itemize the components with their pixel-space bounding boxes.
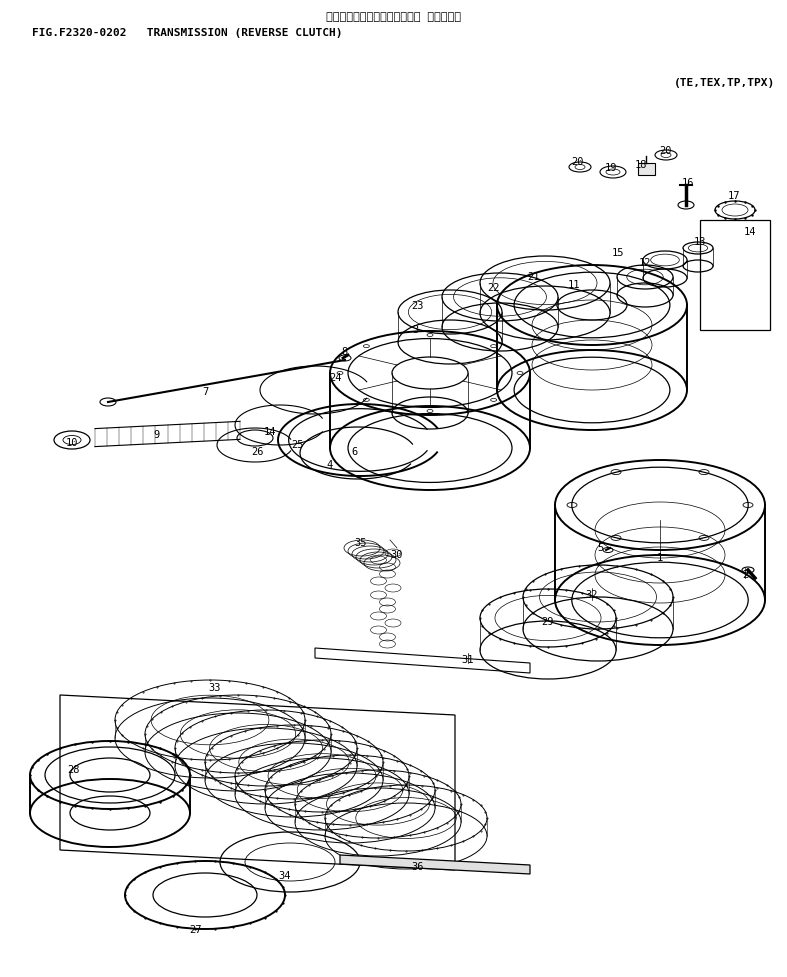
Text: 31: 31 (462, 655, 475, 665)
Text: 23: 23 (412, 301, 424, 311)
Text: 4: 4 (327, 460, 333, 470)
Text: 33: 33 (209, 683, 221, 693)
Text: 9: 9 (154, 430, 160, 440)
Text: FIG.F2320-0202   TRANSMISSION (REVERSE CLUTCH): FIG.F2320-0202 TRANSMISSION (REVERSE CLU… (32, 28, 342, 38)
Text: トランスミッション（コウシン クラッチ）: トランスミッション（コウシン クラッチ） (326, 12, 461, 22)
Text: 19: 19 (604, 163, 617, 173)
Text: 35: 35 (355, 538, 368, 548)
Text: 21: 21 (527, 272, 539, 282)
Text: 2: 2 (742, 570, 748, 580)
Text: 27: 27 (189, 925, 201, 935)
Text: 8: 8 (342, 347, 348, 357)
Text: 36: 36 (412, 862, 424, 872)
Text: 26: 26 (252, 447, 264, 457)
Text: 16: 16 (682, 178, 694, 188)
Text: 22: 22 (486, 283, 499, 293)
Text: 34: 34 (279, 871, 291, 881)
Polygon shape (638, 163, 655, 175)
Text: 5: 5 (597, 543, 603, 553)
Text: 6: 6 (352, 447, 358, 457)
Text: 14: 14 (744, 227, 756, 237)
Text: 15: 15 (611, 248, 624, 258)
Text: 24: 24 (330, 373, 342, 383)
Text: 25: 25 (292, 440, 305, 450)
Text: 20: 20 (660, 146, 672, 156)
Text: 12: 12 (639, 258, 652, 268)
Text: 30: 30 (391, 550, 403, 560)
Text: 29: 29 (541, 617, 554, 627)
Text: 3: 3 (412, 325, 418, 335)
Text: 10: 10 (66, 438, 78, 448)
Text: 13: 13 (694, 237, 706, 247)
Text: 17: 17 (728, 191, 741, 201)
Polygon shape (340, 855, 530, 874)
Text: 18: 18 (635, 160, 647, 170)
Text: 11: 11 (567, 280, 580, 290)
Text: 14: 14 (264, 427, 276, 437)
Text: 7: 7 (202, 387, 208, 397)
Text: 28: 28 (67, 765, 79, 775)
Text: (TE,TEX,TP,TPX): (TE,TEX,TP,TPX) (674, 78, 775, 88)
Text: 32: 32 (586, 590, 598, 600)
Text: 1: 1 (657, 553, 663, 563)
Text: 20: 20 (571, 157, 584, 167)
